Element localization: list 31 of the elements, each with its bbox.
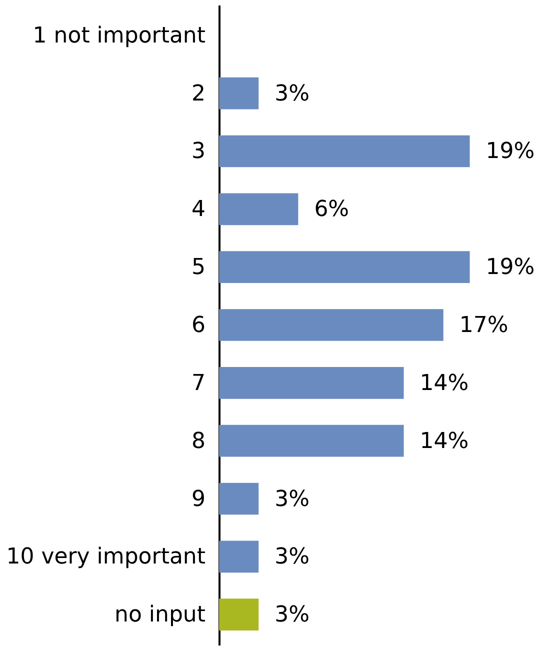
data-label: 6% bbox=[314, 197, 350, 222]
bar bbox=[219, 77, 259, 110]
data-label: 3% bbox=[274, 602, 310, 628]
data-label: 19% bbox=[486, 255, 535, 280]
y-tick-label: 4 bbox=[192, 197, 206, 222]
bar bbox=[219, 598, 259, 631]
y-tick-label: no input bbox=[114, 602, 206, 628]
data-label: 3% bbox=[274, 486, 310, 512]
y-tick-label: 8 bbox=[192, 428, 206, 454]
bar bbox=[219, 193, 298, 226]
data-label: 14% bbox=[420, 428, 469, 454]
data-label: 14% bbox=[420, 370, 469, 396]
bar bbox=[219, 482, 259, 515]
bar bbox=[219, 424, 404, 457]
bar bbox=[219, 135, 470, 168]
data-label: 19% bbox=[486, 139, 535, 164]
bar bbox=[219, 309, 444, 341]
y-tick-label: 3 bbox=[192, 139, 206, 164]
bar bbox=[219, 366, 404, 399]
y-tick-label: 10 very important bbox=[6, 544, 206, 570]
data-label: 17% bbox=[459, 313, 508, 338]
data-label: 3% bbox=[274, 544, 310, 570]
bar bbox=[219, 540, 259, 573]
y-tick-label: 6 bbox=[192, 313, 206, 338]
y-tick-label: 1 not important bbox=[32, 23, 206, 48]
y-tick-label: 9 bbox=[192, 486, 206, 512]
y-tick-label: 5 bbox=[192, 255, 206, 280]
data-label: 3% bbox=[274, 81, 310, 106]
y-tick-label: 7 bbox=[192, 370, 206, 396]
y-tick-label: 2 bbox=[192, 81, 206, 106]
bar bbox=[219, 251, 470, 284]
